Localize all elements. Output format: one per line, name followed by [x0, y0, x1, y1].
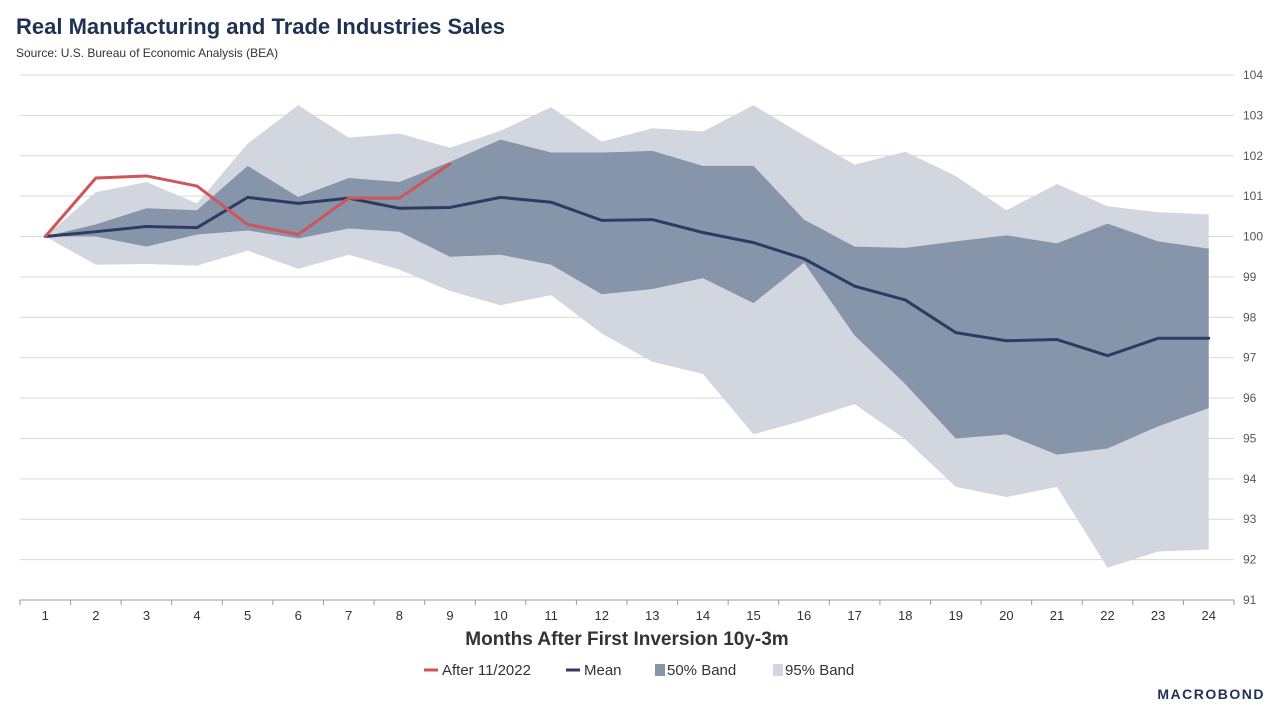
- x-tick-label-16: 16: [797, 608, 811, 623]
- chart-subtitle: Source: U.S. Bureau of Economic Analysis…: [16, 46, 279, 60]
- x-tick-label-22: 22: [1100, 608, 1114, 623]
- y-tick-label-93: 93: [1243, 512, 1257, 526]
- band-50-band: [45, 139, 1209, 455]
- y-tick-label-102: 102: [1243, 149, 1263, 163]
- bands: [45, 105, 1209, 568]
- y-tick-label-104: 104: [1243, 68, 1263, 82]
- x-tick-label-3: 3: [143, 608, 150, 623]
- legend-label-95-band: 95% Band: [785, 662, 854, 679]
- legend-swatch-50-band: [655, 664, 665, 676]
- x-tick-label-13: 13: [645, 608, 659, 623]
- x-tick-label-7: 7: [345, 608, 352, 623]
- x-tick-label-18: 18: [898, 608, 912, 623]
- y-tick-label-101: 101: [1243, 189, 1263, 203]
- x-tick-label-4: 4: [193, 608, 200, 623]
- x-tick-label-15: 15: [746, 608, 760, 623]
- legend: After 11/2022 Mean 50% Band 95% Band: [424, 662, 854, 679]
- x-tick-label-11: 11: [544, 608, 558, 623]
- y-tick-label-100: 100: [1243, 230, 1263, 244]
- x-tick-label-9: 9: [446, 608, 453, 623]
- x-tick-label-17: 17: [847, 608, 861, 623]
- x-tick-label-1: 1: [42, 608, 49, 623]
- x-tick-label-2: 2: [92, 608, 99, 623]
- legend-label-after-11-2022: After 11/2022: [442, 662, 531, 679]
- y-tick-label-92: 92: [1243, 553, 1257, 567]
- x-tick-label-12: 12: [594, 608, 608, 623]
- y-tick-label-94: 94: [1243, 472, 1257, 486]
- legend-swatch-95-band: [773, 664, 783, 676]
- y-tick-label-99: 99: [1243, 270, 1257, 284]
- y-tick-label-103: 103: [1243, 108, 1263, 122]
- x-tick-label-23: 23: [1151, 608, 1165, 623]
- x-tick-label-14: 14: [696, 608, 710, 623]
- x-tick-label-20: 20: [999, 608, 1013, 623]
- x-tick-label-21: 21: [1050, 608, 1064, 623]
- line-mean: [43, 195, 1211, 358]
- series-lines: [43, 162, 1211, 358]
- legend-label-50-band: 50% Band: [667, 662, 736, 679]
- y-tick-label-96: 96: [1243, 391, 1257, 405]
- x-tick-label-5: 5: [244, 608, 251, 623]
- x-tick-label-6: 6: [295, 608, 302, 623]
- x-tick-label-8: 8: [396, 608, 403, 623]
- y-tick-label-98: 98: [1243, 310, 1257, 324]
- x-tick-label-19: 19: [949, 608, 963, 623]
- y-tick-label-95: 95: [1243, 431, 1257, 445]
- line-after-11-2022: [43, 162, 452, 239]
- x-axis-title: Months After First Inversion 10y-3m: [465, 629, 788, 650]
- y-tick-label-97: 97: [1243, 351, 1257, 365]
- x-tick-label-10: 10: [493, 608, 507, 623]
- legend-label-mean: Mean: [584, 662, 622, 679]
- y-tick-label-91: 91: [1243, 593, 1257, 607]
- x-tick-label-24: 24: [1201, 608, 1215, 623]
- macrobond-logo: MACROBOND: [1157, 686, 1265, 702]
- chart-title: Real Manufacturing and Trade Industries …: [16, 14, 506, 39]
